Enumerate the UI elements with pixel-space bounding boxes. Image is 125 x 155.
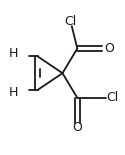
Text: H: H (8, 47, 18, 60)
Text: O: O (104, 42, 114, 55)
Text: Cl: Cl (64, 15, 77, 28)
Text: H: H (8, 86, 18, 100)
Text: O: O (72, 121, 82, 134)
Text: Cl: Cl (106, 91, 119, 104)
